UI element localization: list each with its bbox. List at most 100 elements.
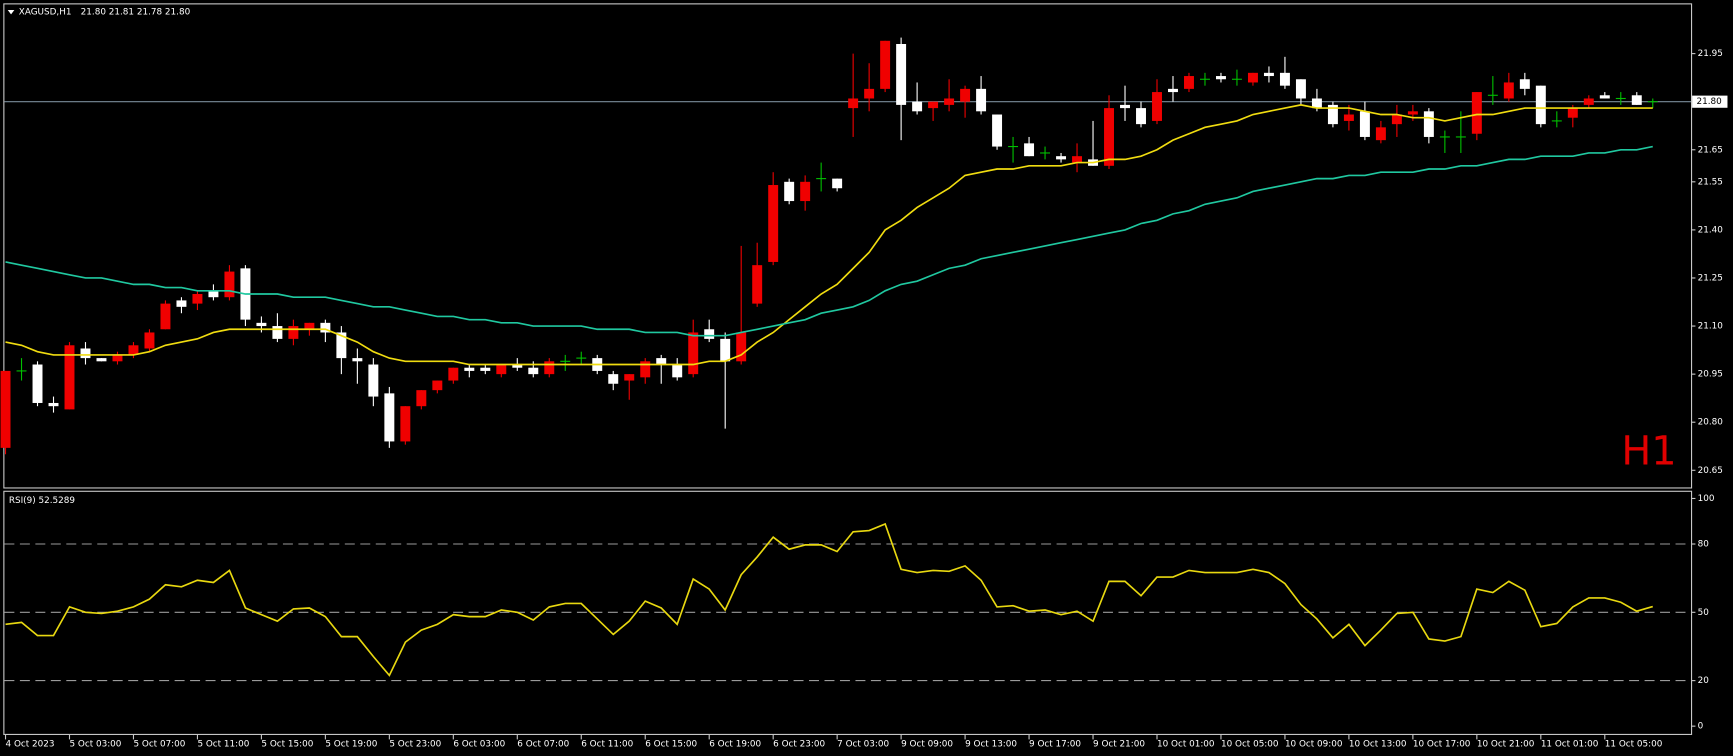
y-tick-label: 21.10 xyxy=(1698,322,1724,332)
x-tick-label: 9 Oct 21:00 xyxy=(1093,739,1145,749)
candle-body xyxy=(256,322,267,327)
candle-body xyxy=(1247,72,1258,83)
candle-body xyxy=(1407,111,1418,115)
candle-body xyxy=(896,43,907,105)
candle-body xyxy=(208,290,219,298)
candle-body xyxy=(608,374,619,384)
candle-body xyxy=(64,345,75,410)
candle-body xyxy=(32,364,43,403)
candle-body xyxy=(320,322,331,333)
y-tick-label: 21.65 xyxy=(1698,145,1723,155)
x-tick-label: 6 Oct 03:00 xyxy=(453,739,505,749)
y-tick-label: 50 xyxy=(1698,608,1710,618)
candle-body xyxy=(1599,95,1610,99)
x-tick-label: 5 Oct 19:00 xyxy=(325,739,377,749)
candle-body xyxy=(432,380,443,391)
price-box xyxy=(1692,95,1728,108)
candle-body xyxy=(352,358,363,362)
candle-body xyxy=(944,98,955,105)
x-tick-label: 6 Oct 15:00 xyxy=(645,739,697,749)
x-tick-label: 11 Oct 01:00 xyxy=(1541,739,1599,749)
candle-body xyxy=(768,185,779,262)
x-tick-label: 6 Oct 11:00 xyxy=(581,739,633,749)
candle-body xyxy=(688,332,699,375)
candle-body xyxy=(1423,111,1434,137)
x-tick-label: 10 Oct 21:00 xyxy=(1477,739,1535,749)
candle-body xyxy=(528,367,539,375)
candle-body xyxy=(1631,95,1642,105)
price-panel-frame xyxy=(3,3,1693,489)
y-tick-label: 21.25 xyxy=(1698,273,1723,283)
candle-body xyxy=(960,88,971,102)
candle-body xyxy=(1120,104,1130,109)
candle-body xyxy=(336,332,347,359)
candle-body xyxy=(192,294,203,304)
candle-body xyxy=(656,358,667,365)
candle-body xyxy=(1327,104,1338,125)
candle-body xyxy=(784,181,795,202)
y-tick-label: 80 xyxy=(1698,540,1710,550)
x-tick-label: 5 Oct 07:00 xyxy=(133,739,185,749)
candle-body xyxy=(512,364,523,368)
candle-body xyxy=(1375,127,1386,141)
candle-body xyxy=(144,332,155,349)
candle-body xyxy=(1215,76,1226,80)
candle-body xyxy=(912,101,923,112)
candle-body xyxy=(416,390,427,407)
candle-body xyxy=(992,114,1003,147)
candle-body xyxy=(1056,156,1067,160)
candle-body xyxy=(832,178,843,189)
candle-body xyxy=(176,300,187,307)
candle-body xyxy=(1583,98,1594,105)
candle-body xyxy=(1311,98,1322,109)
candle-body xyxy=(928,101,939,109)
moving-average xyxy=(5,104,1653,366)
candle-body xyxy=(96,358,107,362)
x-tick-label: 5 Oct 23:00 xyxy=(389,739,441,749)
candle-body xyxy=(800,181,811,202)
candle-body xyxy=(1104,108,1114,166)
candle-body xyxy=(448,367,459,381)
x-tick-label: 11 Oct 05:00 xyxy=(1605,739,1663,749)
candle-body xyxy=(0,370,11,448)
candle-body xyxy=(1343,114,1354,121)
candle-body xyxy=(1136,108,1146,125)
candle-body xyxy=(880,40,891,89)
menu-arrow xyxy=(7,9,15,15)
candle-body xyxy=(976,88,987,112)
candle-body xyxy=(720,338,731,362)
y-tick-label: 21.95 xyxy=(1698,49,1723,59)
candle-body xyxy=(1471,92,1482,134)
candle-body xyxy=(1152,92,1162,121)
x-tick-label: 7 Oct 03:00 xyxy=(837,739,889,749)
candle-body xyxy=(272,326,283,339)
x-tick-label: 10 Oct 09:00 xyxy=(1285,739,1343,749)
y-tick-label: 20 xyxy=(1698,676,1710,686)
candle-body xyxy=(384,393,395,442)
candle-body xyxy=(1519,79,1530,89)
x-tick-label: 5 Oct 11:00 xyxy=(197,739,249,749)
y-tick-label: 21.40 xyxy=(1698,225,1724,235)
candle-body xyxy=(1535,85,1546,125)
x-tick-label: 5 Oct 15:00 xyxy=(261,739,313,749)
candle-body xyxy=(752,265,763,304)
candle-body xyxy=(1391,114,1402,125)
y-tick-label: 21.55 xyxy=(1698,177,1723,187)
candle-body xyxy=(112,354,123,362)
candle-body xyxy=(1279,72,1290,86)
candle-body xyxy=(288,326,299,339)
candle-body xyxy=(496,364,507,375)
candle-body xyxy=(1184,76,1194,89)
rsi-title: RSI(9) 52.5289 xyxy=(9,496,75,506)
candle-body xyxy=(736,332,747,362)
x-tick-label: 10 Oct 05:00 xyxy=(1221,739,1279,749)
y-tick-label: 20.80 xyxy=(1698,418,1724,428)
quote: 21.80 21.81 21.78 21.80 xyxy=(81,8,191,18)
x-tick-label: 6 Oct 23:00 xyxy=(773,739,825,749)
timeframe-label: H1 xyxy=(1621,429,1676,475)
x-tick-label: 5 Oct 03:00 xyxy=(69,739,121,749)
moving-average xyxy=(5,145,1653,337)
x-tick-label: 9 Oct 17:00 xyxy=(1029,739,1081,749)
